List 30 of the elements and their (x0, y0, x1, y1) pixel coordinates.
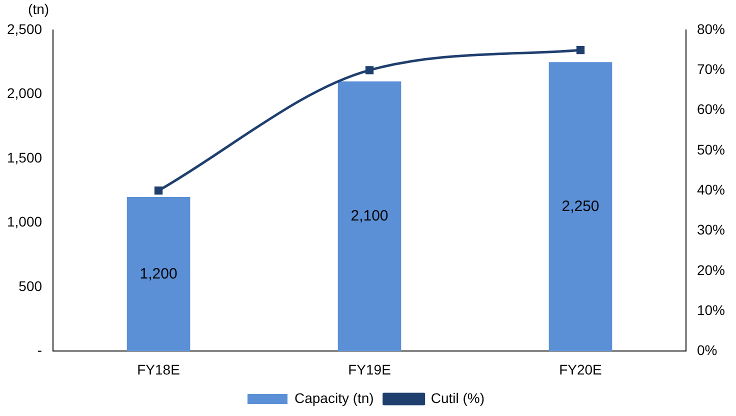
data-label: 2,250 (562, 198, 600, 215)
y-axis-title: (tn) (28, 0, 50, 17)
y2-tick-label: 70% (696, 61, 726, 78)
y-tick-label: 2,500 (6, 20, 42, 37)
legend-label: Cutil (%) (430, 390, 485, 406)
y2-tick-label: 60% (696, 101, 726, 118)
data-label: 2,100 (350, 207, 388, 224)
y2-tick-label: 50% (696, 141, 726, 158)
bar (338, 81, 402, 352)
data-label: 1,200 (140, 265, 178, 282)
legend-label: Capacity (tn) (294, 390, 374, 406)
y-tick-label: 2,000 (6, 85, 42, 102)
point (365, 66, 374, 74)
y-tick-label: 1,500 (6, 149, 42, 166)
bar (548, 62, 612, 352)
y2-tick-label: 20% (696, 262, 726, 278)
point (154, 186, 163, 195)
y-tick-label: - (37, 342, 42, 358)
x-tick-label: FY18E (137, 361, 180, 378)
y-tick-label: 500 (18, 278, 42, 294)
y-tick-label: 1,000 (6, 214, 42, 230)
bar (126, 197, 190, 352)
y2-tick-label: 30% (696, 222, 726, 238)
x-tick-label: FY19E (348, 361, 391, 378)
y2-tick-label: 0% (696, 342, 718, 358)
y2-tick-label: 10% (696, 302, 726, 318)
y2-tick-label: 80% (696, 20, 726, 37)
point (576, 46, 585, 54)
y2-tick-label: 40% (696, 181, 726, 198)
x-tick-label: FY20E (559, 361, 602, 378)
